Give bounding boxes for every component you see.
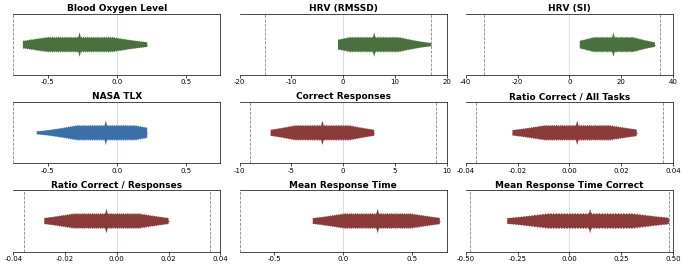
Bar xyxy=(590,41,642,48)
Title: Ratio Correct / Responses: Ratio Correct / Responses xyxy=(51,181,182,190)
Polygon shape xyxy=(37,124,147,141)
Polygon shape xyxy=(313,213,440,229)
Polygon shape xyxy=(319,120,325,145)
Polygon shape xyxy=(23,36,147,53)
Title: Mean Response Time Correct: Mean Response Time Correct xyxy=(495,181,644,190)
Title: NASA TLX: NASA TLX xyxy=(92,92,142,101)
Polygon shape xyxy=(508,213,669,229)
Title: HRV (RMSSD): HRV (RMSSD) xyxy=(309,4,377,13)
Polygon shape xyxy=(77,32,83,57)
Polygon shape xyxy=(580,36,655,53)
Bar xyxy=(336,218,419,224)
Polygon shape xyxy=(338,36,431,53)
Polygon shape xyxy=(103,209,110,233)
Title: Mean Response Time: Mean Response Time xyxy=(289,181,397,190)
Polygon shape xyxy=(587,209,593,233)
Title: Correct Responses: Correct Responses xyxy=(296,92,390,101)
Polygon shape xyxy=(371,32,377,57)
Polygon shape xyxy=(610,32,616,57)
Polygon shape xyxy=(271,124,374,141)
Title: Blood Oxygen Level: Blood Oxygen Level xyxy=(66,4,167,13)
Bar xyxy=(286,130,348,136)
Polygon shape xyxy=(512,124,637,141)
Bar xyxy=(59,130,131,136)
Bar xyxy=(538,218,646,224)
Bar xyxy=(531,130,616,136)
Bar xyxy=(348,41,410,48)
Title: Ratio Correct / All Tasks: Ratio Correct / All Tasks xyxy=(509,92,630,101)
Polygon shape xyxy=(103,120,109,145)
Polygon shape xyxy=(574,120,580,145)
Title: HRV (SI): HRV (SI) xyxy=(548,4,590,13)
Bar xyxy=(52,41,103,48)
Polygon shape xyxy=(375,209,381,233)
Polygon shape xyxy=(45,213,169,229)
Bar xyxy=(65,218,151,224)
